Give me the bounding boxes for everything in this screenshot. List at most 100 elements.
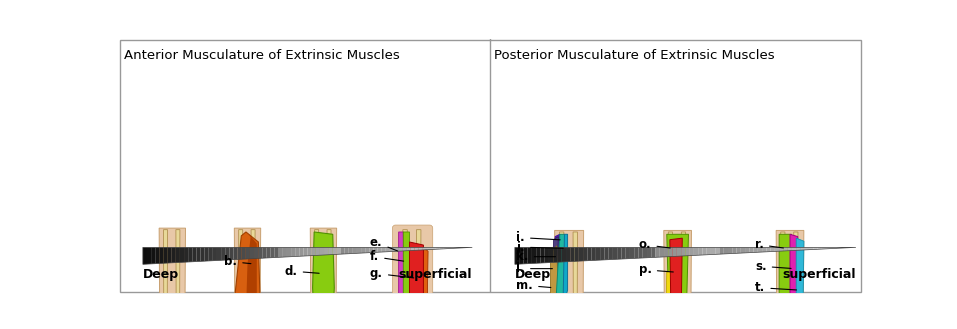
- Polygon shape: [366, 247, 369, 253]
- Polygon shape: [835, 247, 839, 248]
- Polygon shape: [313, 232, 334, 329]
- Polygon shape: [570, 247, 574, 262]
- Polygon shape: [448, 247, 452, 249]
- Polygon shape: [796, 247, 800, 250]
- Polygon shape: [420, 245, 428, 329]
- Polygon shape: [775, 247, 779, 251]
- Polygon shape: [805, 247, 809, 250]
- Polygon shape: [706, 247, 711, 255]
- Polygon shape: [668, 247, 673, 257]
- Polygon shape: [749, 247, 753, 253]
- Polygon shape: [515, 247, 519, 264]
- Polygon shape: [201, 247, 205, 261]
- Polygon shape: [541, 247, 545, 263]
- Polygon shape: [549, 312, 565, 329]
- Polygon shape: [732, 247, 737, 254]
- Polygon shape: [523, 247, 527, 264]
- Polygon shape: [386, 247, 389, 252]
- Polygon shape: [324, 247, 328, 255]
- Polygon shape: [160, 247, 164, 264]
- Polygon shape: [336, 247, 341, 254]
- Polygon shape: [670, 238, 682, 329]
- Polygon shape: [348, 247, 353, 254]
- Polygon shape: [664, 230, 692, 329]
- Polygon shape: [668, 232, 673, 329]
- Text: k.: k.: [517, 250, 555, 263]
- Polygon shape: [382, 247, 386, 252]
- Polygon shape: [303, 247, 307, 256]
- Text: n.: n.: [0, 328, 1, 329]
- Polygon shape: [316, 247, 320, 255]
- Polygon shape: [180, 247, 184, 263]
- Polygon shape: [452, 247, 456, 248]
- Polygon shape: [790, 234, 798, 329]
- Polygon shape: [464, 247, 468, 248]
- Text: e.: e.: [370, 236, 397, 251]
- Polygon shape: [758, 247, 762, 252]
- Polygon shape: [427, 247, 431, 250]
- FancyBboxPatch shape: [156, 324, 189, 329]
- Polygon shape: [167, 247, 171, 263]
- Polygon shape: [621, 247, 626, 259]
- Polygon shape: [327, 230, 331, 329]
- Polygon shape: [234, 228, 260, 329]
- Polygon shape: [250, 247, 254, 259]
- Polygon shape: [519, 247, 523, 264]
- Polygon shape: [221, 247, 225, 260]
- Text: h.: h.: [0, 328, 1, 329]
- Polygon shape: [659, 247, 664, 257]
- Polygon shape: [605, 247, 609, 260]
- Polygon shape: [237, 247, 242, 260]
- Polygon shape: [287, 247, 291, 257]
- Polygon shape: [410, 242, 423, 329]
- Polygon shape: [573, 232, 577, 329]
- Polygon shape: [579, 247, 583, 261]
- Polygon shape: [817, 247, 822, 249]
- Polygon shape: [681, 232, 685, 329]
- Polygon shape: [555, 234, 566, 314]
- Polygon shape: [741, 247, 746, 253]
- Polygon shape: [394, 247, 398, 251]
- Text: Deep: Deep: [143, 268, 179, 281]
- Polygon shape: [555, 230, 584, 329]
- Polygon shape: [843, 247, 847, 248]
- Polygon shape: [456, 247, 460, 248]
- Polygon shape: [402, 247, 407, 251]
- Polygon shape: [416, 230, 421, 329]
- Polygon shape: [414, 247, 419, 250]
- Polygon shape: [209, 247, 212, 261]
- Polygon shape: [796, 238, 804, 329]
- Polygon shape: [184, 247, 189, 262]
- Text: o.: o.: [639, 238, 670, 251]
- Polygon shape: [762, 247, 767, 252]
- Polygon shape: [295, 247, 300, 257]
- Polygon shape: [643, 247, 647, 258]
- Polygon shape: [341, 247, 345, 254]
- Polygon shape: [839, 247, 843, 248]
- Polygon shape: [647, 247, 652, 258]
- Polygon shape: [690, 247, 694, 256]
- Polygon shape: [563, 234, 568, 308]
- Polygon shape: [262, 247, 266, 258]
- Polygon shape: [609, 247, 612, 260]
- Polygon shape: [332, 247, 336, 255]
- Polygon shape: [626, 247, 630, 259]
- Polygon shape: [723, 247, 728, 254]
- Polygon shape: [554, 234, 563, 320]
- Polygon shape: [320, 247, 324, 255]
- Polygon shape: [652, 247, 656, 258]
- Polygon shape: [711, 247, 715, 255]
- Polygon shape: [600, 247, 605, 260]
- Polygon shape: [673, 247, 677, 257]
- Polygon shape: [373, 247, 378, 252]
- Text: b.: b.: [224, 255, 251, 268]
- Polygon shape: [242, 247, 246, 259]
- Polygon shape: [283, 247, 287, 257]
- Polygon shape: [310, 228, 337, 329]
- Polygon shape: [411, 247, 414, 251]
- Polygon shape: [553, 247, 558, 263]
- Text: j.: j.: [517, 240, 564, 254]
- Polygon shape: [291, 247, 295, 257]
- Polygon shape: [159, 228, 186, 329]
- Polygon shape: [809, 247, 813, 250]
